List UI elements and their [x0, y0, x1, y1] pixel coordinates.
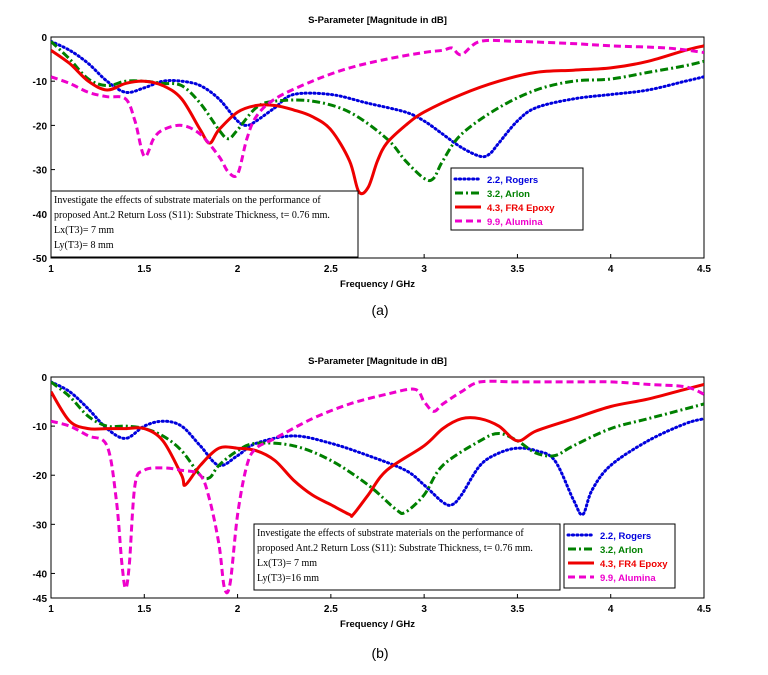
legend-label: 3.2, Arlon — [487, 189, 530, 200]
annotation-line: Investigate the effects of substrate mat… — [54, 195, 321, 206]
legend-label: 2.2, Rogers — [600, 531, 651, 542]
x-tick-label: 1 — [48, 264, 54, 275]
x-axis-label: Frequency / GHz — [340, 619, 415, 630]
x-axis-label: Frequency / GHz — [340, 279, 415, 290]
series-line — [51, 380, 704, 517]
x-tick-label: 4 — [608, 264, 614, 275]
x-tick-label: 1.5 — [137, 604, 151, 615]
series-line — [51, 382, 704, 518]
annotation-line: proposed Ant.2 Return Loss (S11): Substr… — [54, 210, 330, 221]
x-tick-label: 3.5 — [510, 604, 524, 615]
y-tick-label: 0 — [41, 373, 47, 384]
legend-label: 4.3, FR4 Epoxy — [600, 559, 668, 570]
annotation-box — [50, 190, 359, 258]
y-tick-label: -30 — [33, 166, 48, 177]
y-tick-label: -10 — [33, 422, 48, 433]
y-tick-label: -30 — [33, 520, 48, 531]
series-line — [51, 379, 704, 595]
figure-caption: (a) — [371, 302, 388, 318]
series-line — [51, 38, 704, 179]
annotation-box — [253, 523, 561, 591]
chart-title: S-Parameter [Magnitude in dB] — [308, 356, 447, 367]
y-tick-label: -40 — [33, 569, 48, 580]
annotation-line: proposed Ant.2 Return Loss (S11): Substr… — [257, 543, 533, 554]
x-tick-label: 3 — [421, 264, 427, 275]
series-group — [51, 38, 704, 196]
y-tick-label: 0 — [41, 33, 47, 44]
x-tick-label: 2.5 — [324, 604, 338, 615]
figure-caption: (b) — [371, 645, 388, 661]
series-line — [51, 39, 704, 159]
annotation-line: Lx(T3)= 7 mm — [257, 558, 317, 569]
x-tick-label: 1 — [48, 604, 54, 615]
y-tick-label: -20 — [33, 471, 48, 482]
x-tick-label: 4.5 — [697, 264, 711, 275]
x-tick-label: 2.5 — [324, 264, 338, 275]
y-tick-label: -50 — [33, 254, 48, 265]
annotation-line: Ly(T3)= 8 mm — [54, 240, 114, 251]
chart-title: S-Parameter [Magnitude in dB] — [308, 15, 447, 26]
x-tick-label: 3 — [421, 604, 427, 615]
y-tick-label: -10 — [33, 77, 48, 88]
legend-label: 3.2, Arlon — [600, 545, 643, 556]
x-tick-label: 1.5 — [137, 264, 151, 275]
annotation-line: Lx(T3)= 7 mm — [54, 225, 114, 236]
legend-label: 4.3, FR4 Epoxy — [487, 203, 555, 214]
x-tick-label: 3.5 — [510, 264, 524, 275]
x-tick-label: 4 — [608, 604, 614, 615]
x-tick-label: 2 — [235, 264, 241, 275]
series-group — [51, 379, 704, 595]
legend-label: 2.2, Rogers — [487, 175, 538, 186]
series-line — [51, 44, 704, 196]
annotation-line: Ly(T3)=16 mm — [257, 573, 319, 584]
chart-panel-0: S-Parameter [Magnitude in dB] 1 1.5 2 2.5 3 3.… — [33, 15, 712, 318]
legend-label: 9.9, Alumina — [600, 573, 656, 584]
y-tick-label: -20 — [33, 121, 48, 132]
y-tick-label: -45 — [33, 594, 48, 605]
y-tick-label: -40 — [33, 210, 48, 221]
legend-label: 9.9, Alumina — [487, 217, 543, 228]
chart-panel-1: S-Parameter [Magnitude in dB] 1 1.5 2 2.5 3 3.… — [33, 356, 712, 661]
annotation-line: Investigate the effects of substrate mat… — [257, 528, 524, 539]
x-tick-label: 2 — [235, 604, 241, 615]
x-tick-label: 4.5 — [697, 604, 711, 615]
